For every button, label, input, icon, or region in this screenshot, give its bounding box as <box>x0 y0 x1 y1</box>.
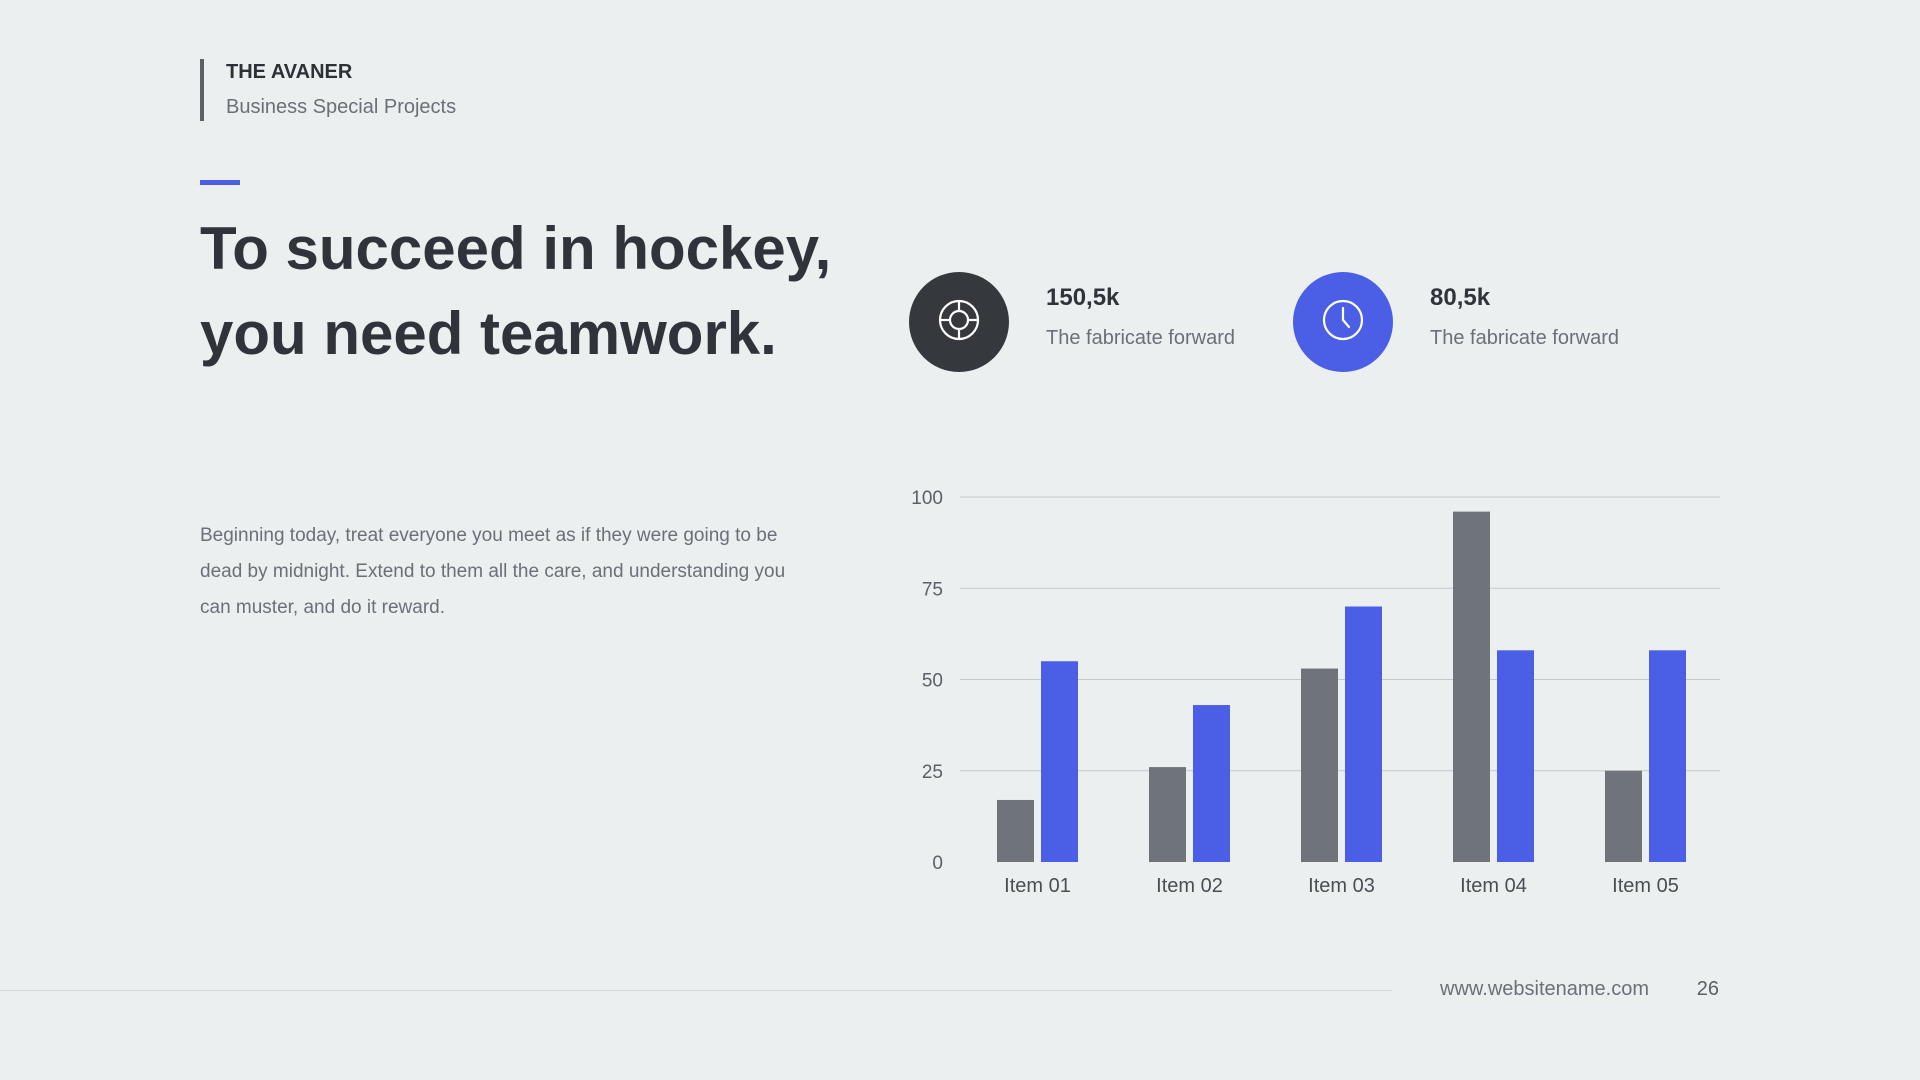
stat-2-circle <box>1293 272 1393 372</box>
body-text: Beginning today, treat everyone you meet… <box>200 525 786 618</box>
brand-block: THE AVANER Business Special Projects <box>200 59 456 121</box>
x-tick-label: Item 01 <box>1004 875 1071 897</box>
clock-icon <box>1321 298 1365 347</box>
bar <box>1149 767 1186 862</box>
stat-2-value: 80,5k <box>1430 284 1491 311</box>
brand-subtitle: Business Special Projects <box>226 96 457 118</box>
bar <box>1649 650 1686 862</box>
footer-divider <box>0 990 1392 991</box>
bar <box>1453 511 1490 862</box>
y-tick-label: 25 <box>922 762 943 783</box>
x-tick-label: Item 02 <box>1156 875 1223 897</box>
bar-chart: 0 25 50 75 100 Item 01 Item 02 Item 03 Item 04 It… <box>911 488 1720 897</box>
headline: To succeed in hockey, you need teamwork. <box>200 215 832 367</box>
stat-1-label: The fabricate forward <box>1046 327 1235 349</box>
bar <box>1041 661 1078 862</box>
bar <box>1497 650 1534 862</box>
y-tick-label: 100 <box>911 488 943 509</box>
bar <box>1193 705 1230 862</box>
brand-title: THE AVANER <box>226 61 353 83</box>
stat-1-circle <box>909 272 1009 372</box>
bar <box>1301 668 1338 862</box>
footer-url: www.websitename.com <box>1440 978 1649 1000</box>
x-tick-label: Item 04 <box>1460 875 1527 897</box>
y-tick-label: 50 <box>922 671 943 692</box>
bar <box>1345 606 1382 862</box>
bar <box>1605 770 1642 862</box>
y-tick-label: 0 <box>932 853 943 874</box>
page-number: 26 <box>1696 978 1719 1000</box>
x-tick-label: Item 05 <box>1612 875 1679 897</box>
x-tick-label: Item 03 <box>1308 875 1375 897</box>
lifebuoy-icon <box>937 298 981 347</box>
y-tick-label: 75 <box>922 579 943 600</box>
stat-1-value: 150,5k <box>1046 284 1120 311</box>
stat-2-label: The fabricate forward <box>1430 327 1619 349</box>
bar <box>997 799 1034 862</box>
accent-line <box>200 180 240 185</box>
